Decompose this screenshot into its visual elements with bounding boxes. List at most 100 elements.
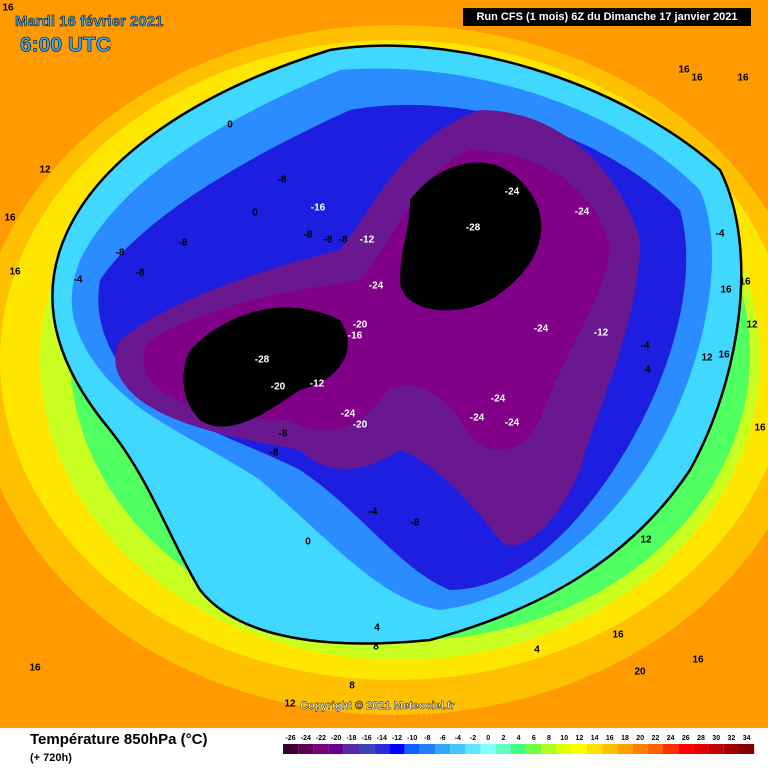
contour-label: -8 [279, 429, 288, 440]
contour-label: -24 [491, 394, 506, 405]
contour-label: 16 [2, 3, 14, 14]
contour-label: 12 [39, 165, 51, 176]
contour-label: -28 [255, 355, 270, 366]
scale-swatch [541, 744, 557, 754]
scale-label: 2 [501, 735, 505, 742]
scale-swatch [450, 744, 466, 754]
contour-label: -20 [353, 420, 368, 431]
scale-label: -2 [470, 735, 476, 742]
scale-label: 20 [636, 735, 644, 742]
scale-label: 28 [697, 735, 705, 742]
variable-title: Température 850hPa (°C) [30, 731, 207, 748]
contour-label: 4 [645, 365, 651, 376]
contour-label: 16 [720, 285, 732, 296]
scale-label: 32 [728, 735, 736, 742]
scale-label: 14 [591, 735, 599, 742]
scale-label: 8 [547, 735, 551, 742]
scale-label: 24 [667, 735, 675, 742]
contour-label: 16 [4, 213, 16, 224]
scale-swatch [328, 744, 344, 754]
contour-label: 16 [737, 73, 749, 84]
contour-label: -20 [271, 382, 286, 393]
scale-swatch [343, 744, 359, 754]
scale-label: 30 [712, 735, 720, 742]
scale-label: -22 [316, 735, 326, 742]
scale-swatch [511, 744, 527, 754]
contour-label: 4 [374, 623, 380, 634]
contour-label: -8 [270, 448, 279, 459]
scale-swatch [632, 744, 648, 754]
contour-label: 4 [534, 645, 540, 656]
scale-label: -14 [377, 735, 387, 742]
contour-zero [51, 44, 743, 645]
scale-swatch [617, 744, 633, 754]
contour-label: 12 [701, 353, 713, 364]
color-scale: -26 -24 -22 -20 -18 -16 -14 -12 -10 -8 -6 -4 -2 0 2 4 6 8… [283, 735, 755, 754]
contour-label: -4 [716, 229, 725, 240]
scale-label: -18 [346, 735, 356, 742]
contour-label: 20 [634, 667, 646, 678]
scale-swatch [526, 744, 542, 754]
scale-swatch [480, 744, 496, 754]
contour-label: -24 [505, 418, 520, 429]
scale-label: 10 [560, 735, 568, 742]
contour-label: -24 [341, 409, 356, 420]
contour-label: 0 [305, 537, 311, 548]
scale-label: 26 [682, 735, 690, 742]
scale-swatch [723, 744, 739, 754]
contour-label: -4 [369, 507, 378, 518]
scale-label: -4 [455, 735, 461, 742]
contour-label: -16 [311, 203, 326, 214]
contour-label: -8 [304, 230, 313, 241]
contour-label: -24 [505, 187, 520, 198]
scale-swatch [663, 744, 679, 754]
contour-label: 16 [612, 630, 624, 641]
contour-label: -16 [348, 331, 363, 342]
scale-swatch [556, 744, 572, 754]
scale-swatch [374, 744, 390, 754]
scale-label: 0 [486, 735, 490, 742]
scale-swatch [283, 744, 299, 754]
scale-swatch [465, 744, 481, 754]
scale-swatch [495, 744, 511, 754]
contour-label: 12 [284, 699, 296, 710]
contour-label: -8 [278, 175, 287, 186]
contour-label: -4 [641, 341, 650, 352]
contour-label: 8 [349, 681, 355, 692]
contour-label: 16 [9, 267, 21, 278]
contour-label: -8 [179, 238, 188, 249]
scale-swatch [693, 744, 709, 754]
scale-swatch [739, 744, 755, 754]
contour-label: -8 [324, 235, 333, 246]
scale-label: -6 [439, 735, 445, 742]
scale-swatch [298, 744, 314, 754]
date: Mardi 16 février 2021 [15, 13, 163, 30]
scale-label: -16 [362, 735, 372, 742]
scale-label: 34 [743, 735, 751, 742]
contour-label: 12 [746, 320, 758, 331]
scale-label: 12 [576, 735, 584, 742]
contour-label: 16 [692, 655, 704, 666]
scale-swatch [359, 744, 375, 754]
contour-label: -24 [534, 324, 549, 335]
contour-label: -8 [116, 248, 125, 259]
scale-label: -20 [331, 735, 341, 742]
scale-swatch [708, 744, 724, 754]
contour-label: 12 [640, 535, 652, 546]
scale-swatch [419, 744, 435, 754]
scale-swatch [647, 744, 663, 754]
scale-label: -24 [301, 735, 311, 742]
contour-label: 16 [754, 423, 766, 434]
contour-label: 0 [252, 208, 258, 219]
copyright: Copyright © 2021 Meteociel.fr [300, 700, 456, 712]
scale-swatch [313, 744, 329, 754]
contour-label: -12 [594, 328, 609, 339]
lead-time: (+ 720h) [30, 752, 72, 764]
scale-label: 22 [652, 735, 660, 742]
contour-label: 16 [691, 73, 703, 84]
scale-label: -12 [392, 735, 402, 742]
contour-label: -24 [470, 413, 485, 424]
contour-label: -20 [353, 320, 368, 331]
scale-label: 18 [621, 735, 629, 742]
